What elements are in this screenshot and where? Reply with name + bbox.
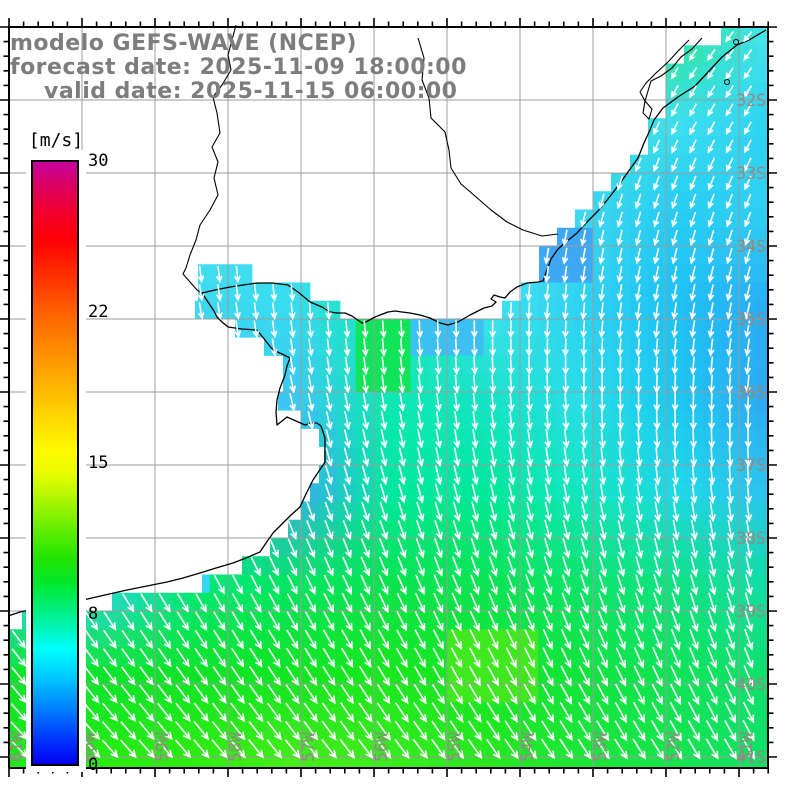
- svg-text:51W: 51W: [737, 732, 756, 762]
- svg-text:35S: 35S: [736, 310, 766, 329]
- svg-text:36S: 36S: [736, 383, 766, 402]
- svg-text:32S: 32S: [736, 91, 766, 110]
- lon-labels: 61W 60W 59W 58W 57W 56W 55W 54W 53W 52W 51W: [7, 732, 756, 762]
- colorbar-tick-0: 0: [88, 755, 99, 775]
- svg-text:40S: 40S: [736, 675, 766, 694]
- colorbar-panel: [26, 150, 86, 772]
- svg-text:58W: 58W: [226, 732, 245, 762]
- svg-text:57W: 57W: [299, 732, 318, 762]
- svg-text:38S: 38S: [736, 529, 766, 548]
- svg-text:37S: 37S: [736, 456, 766, 475]
- wind-arrows: [10, 30, 756, 760]
- page-title: modelo GEFS-WAVE (NCEP): [10, 31, 357, 56]
- ocean-cells: [9, 27, 769, 769]
- svg-text:56W: 56W: [372, 732, 391, 762]
- map-frame: [0, 18, 777, 777]
- lat-labels: 32S 33S 34S 35S 36S 37S 38S 39S 40S 41S: [736, 91, 766, 767]
- svg-text:39S: 39S: [736, 602, 766, 621]
- forecast-date-label: forecast date: 2025-11-09 18:00:00: [10, 55, 467, 80]
- svg-text:53W: 53W: [591, 732, 610, 762]
- colorbar-tick-8: 8: [88, 604, 99, 624]
- svg-text:41S: 41S: [736, 748, 766, 767]
- coastline: [7, 24, 767, 617]
- colorbar-unit-label: [m/s]: [28, 130, 84, 151]
- svg-text:55W: 55W: [445, 732, 464, 762]
- svg-text:34S: 34S: [736, 237, 766, 256]
- svg-text:33S: 33S: [736, 164, 766, 183]
- svg-text:52W: 52W: [664, 732, 683, 762]
- svg-text:59W: 59W: [153, 732, 172, 762]
- valid-date-label: valid date: 2025-11-15 06:00:00: [44, 79, 458, 104]
- colorbar-gradient: [31, 160, 79, 766]
- colorbar-tick-22: 22: [88, 302, 109, 322]
- svg-text:54W: 54W: [518, 732, 537, 762]
- colorbar-tick-15: 15: [88, 453, 109, 473]
- svg-text:61W: 61W: [7, 732, 26, 762]
- colorbar-tick-30: 30: [88, 151, 109, 171]
